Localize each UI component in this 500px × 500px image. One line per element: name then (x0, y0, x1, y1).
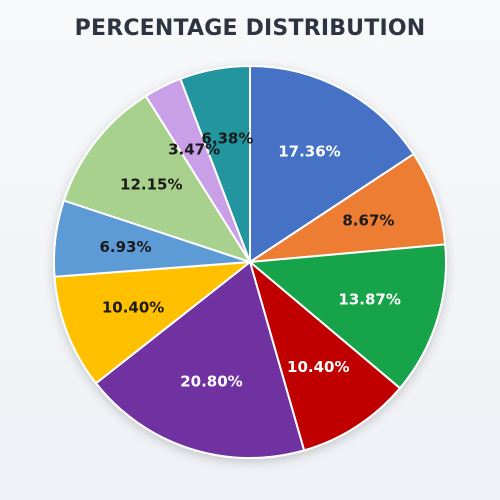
pie-slice-label-8: 12.15% (120, 176, 182, 194)
pie-slice-label-9: 3.47% (168, 141, 220, 159)
pie-slices (53, 64, 447, 459)
pie-slice-label-10: 6.38% (201, 130, 253, 148)
pie-slice-label-6: 10.40% (102, 298, 164, 316)
pie-slice-label-1: 17.36% (278, 143, 340, 161)
pie-slice-label-3: 13.87% (338, 291, 400, 309)
pie-slice-5 (94, 260, 306, 459)
pie-slice-label-2: 8.67% (342, 212, 394, 230)
pie-slice-8 (62, 94, 253, 264)
chart-title: PERCENTAGE DISTRIBUTION (74, 16, 426, 41)
pie-labels: 17.36% 8.67% 13.87% 10.40% 20.80% 10.40% 6.93%… (99, 130, 400, 391)
pie-slice-10 (179, 64, 251, 263)
pie-slice-label-4: 10.40% (287, 358, 349, 376)
pie-slice-2 (249, 152, 447, 263)
pie-slice-1 (249, 64, 416, 264)
pie-slice-label-7: 6.93% (99, 238, 151, 256)
pie-slice-3 (247, 243, 447, 390)
pie-slice-6 (53, 260, 254, 385)
pie-slice-label-5: 20.80% (180, 372, 242, 390)
pie-slice-4 (248, 259, 402, 452)
